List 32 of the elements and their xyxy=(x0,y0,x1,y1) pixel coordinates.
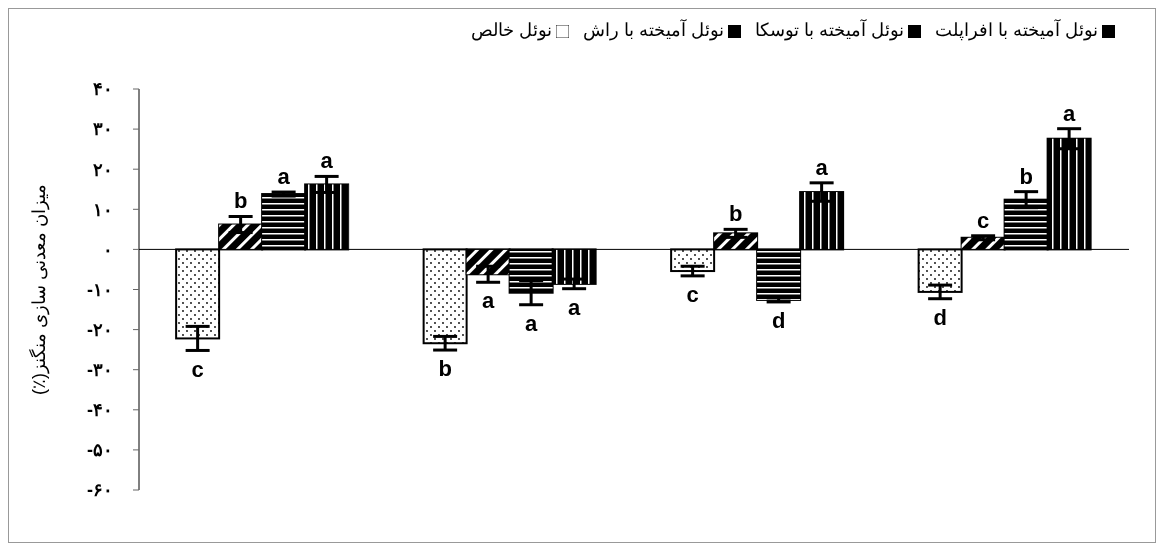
data-label: b xyxy=(438,356,452,382)
y-tick-label: -۱۰ xyxy=(87,279,113,300)
data-label: b xyxy=(1019,163,1033,189)
data-label: c xyxy=(191,356,204,382)
data-label: d xyxy=(933,304,947,330)
y-tick-label: ۱۰ xyxy=(93,199,113,220)
y-tick-label: -۴۰ xyxy=(87,400,113,421)
y-tick-label: ۲۰ xyxy=(93,159,113,180)
data-label: a xyxy=(568,294,581,320)
legend-label: نوئل خالص xyxy=(470,20,552,40)
data-label: a xyxy=(815,154,829,180)
data-label: a xyxy=(482,288,495,314)
y-tick-label: -۶۰ xyxy=(87,480,113,501)
data-label: d xyxy=(771,307,786,333)
data-label: c xyxy=(977,207,990,233)
y-tick-label: -۲۰ xyxy=(87,319,113,340)
data-label: a xyxy=(525,310,538,336)
legend-label: نوئل آمیخته با راش xyxy=(582,20,724,40)
data-label: a xyxy=(320,148,334,174)
data-label: a xyxy=(277,164,291,190)
y-tick-label: ۴۰ xyxy=(93,79,113,100)
y-axis-title: میزان معدنی سازی منگنز(٪) xyxy=(28,184,51,395)
data-label: b xyxy=(233,188,248,214)
legend-label: نوئل آمیخته با توسکا xyxy=(754,20,904,40)
y-tick-label: ۳۰ xyxy=(93,119,113,140)
data-label: b xyxy=(728,201,743,227)
data-label: c xyxy=(686,281,699,307)
legend-label: نوئل آمیخته با افراپلت xyxy=(934,20,1098,40)
data-label: a xyxy=(1063,100,1076,126)
y-tick-label: -۳۰ xyxy=(87,360,113,381)
y-tick-label: -۵۰ xyxy=(87,440,113,461)
y-tick-label: ۰ xyxy=(103,239,113,260)
